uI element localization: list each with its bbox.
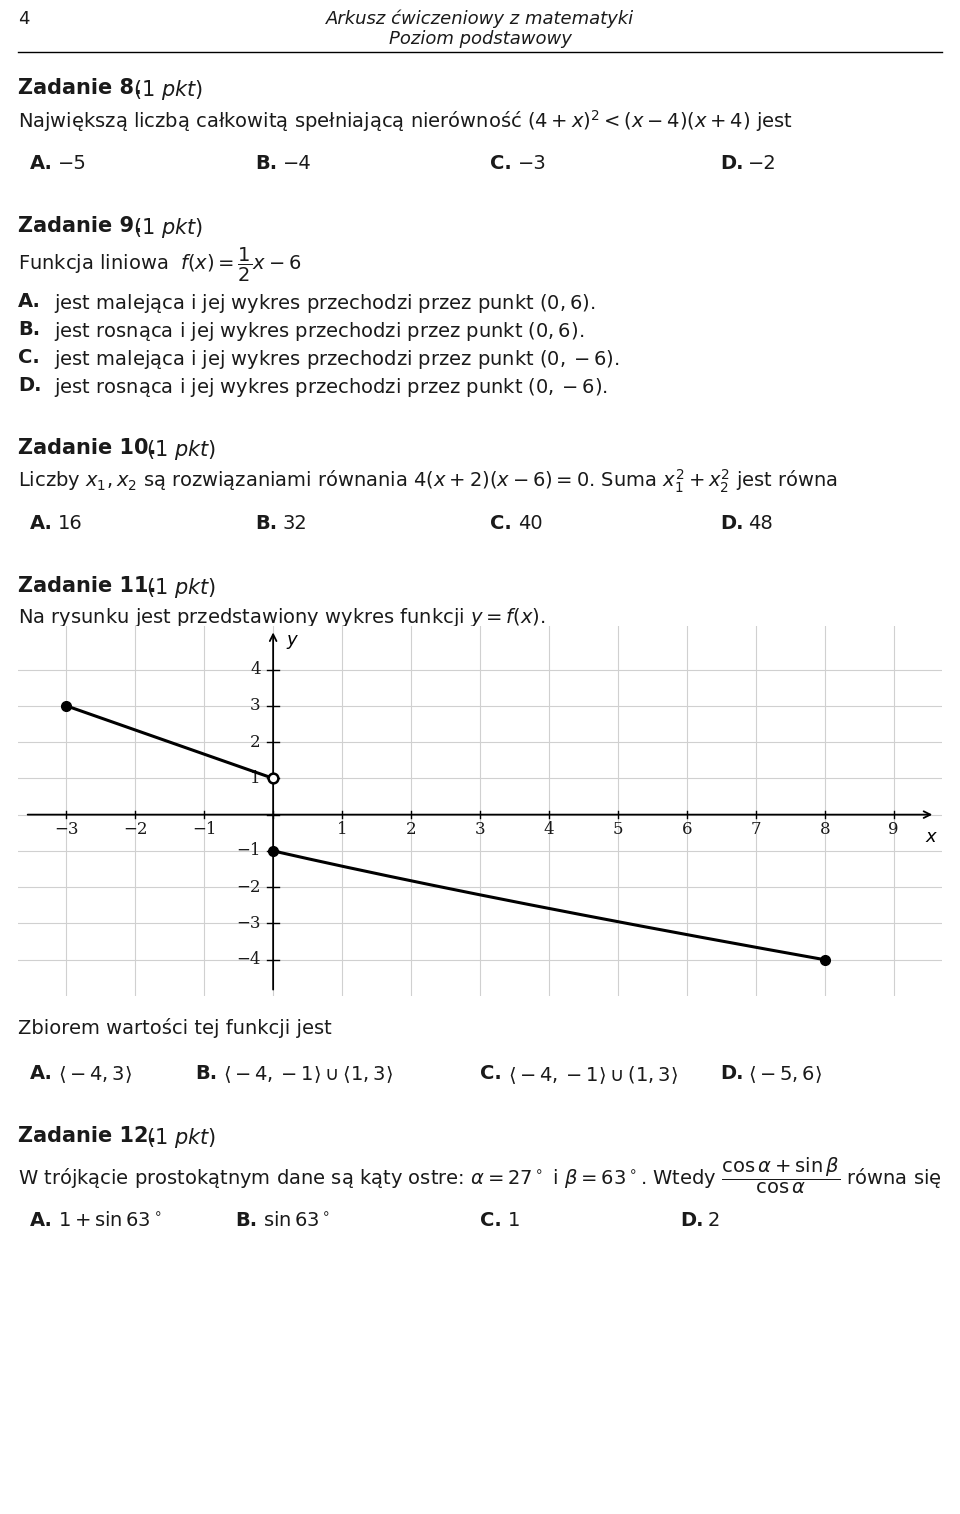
Text: C.: C.: [480, 1064, 502, 1083]
Text: D.: D.: [720, 513, 743, 533]
Text: C.: C.: [490, 513, 512, 533]
Text: Zadanie 8.: Zadanie 8.: [18, 79, 149, 98]
Text: −3: −3: [236, 914, 261, 933]
Text: 4: 4: [251, 662, 261, 678]
Text: Zadanie 12.: Zadanie 12.: [18, 1126, 163, 1146]
Text: −5: −5: [58, 154, 86, 173]
Text: 5: 5: [612, 821, 623, 839]
Text: −4: −4: [236, 951, 261, 969]
Text: A.: A.: [30, 154, 53, 173]
Text: 2: 2: [708, 1211, 720, 1229]
Text: 1: 1: [251, 769, 261, 787]
Text: 2: 2: [406, 821, 417, 839]
Text: −2: −2: [748, 154, 777, 173]
Text: C.: C.: [490, 154, 512, 173]
Text: D.: D.: [18, 375, 41, 395]
Text: B.: B.: [235, 1211, 257, 1229]
Text: $(1\ \mathit{pkt})$: $(1\ \mathit{pkt})$: [146, 575, 216, 600]
Text: 40: 40: [518, 513, 542, 533]
Text: 4: 4: [18, 11, 30, 27]
Text: 3: 3: [251, 698, 261, 715]
Text: 6: 6: [682, 821, 692, 839]
Text: $\langle -4, -1 \rangle \cup \langle 1, 3 \rangle$: $\langle -4, -1 \rangle \cup \langle 1, …: [223, 1064, 393, 1086]
Text: −3: −3: [54, 821, 79, 839]
Text: B.: B.: [255, 513, 277, 533]
Text: −1: −1: [192, 821, 216, 839]
Text: 9: 9: [889, 821, 899, 839]
Text: jest rosnąca i jej wykres przechodzi przez punkt $(0,-6)$.: jest rosnąca i jej wykres przechodzi prz…: [54, 375, 608, 400]
Text: Funkcja liniowa  $f(x) = \dfrac{1}{2}x - 6$: Funkcja liniowa $f(x) = \dfrac{1}{2}x - …: [18, 245, 301, 285]
Text: Zbiorem wartości tej funkcji jest: Zbiorem wartości tej funkcji jest: [18, 1017, 332, 1039]
Text: jest malejąca i jej wykres przechodzi przez punkt $(0,-6)$.: jest malejąca i jej wykres przechodzi pr…: [54, 348, 619, 371]
Text: A.: A.: [30, 513, 53, 533]
Text: 16: 16: [58, 513, 83, 533]
Text: 32: 32: [283, 513, 308, 533]
Text: 1: 1: [508, 1211, 520, 1229]
Text: $1 + \sin 63^\circ$: $1 + \sin 63^\circ$: [58, 1211, 161, 1229]
Text: Na rysunku jest przedstawiony wykres funkcji $y = f(x)$.: Na rysunku jest przedstawiony wykres fun…: [18, 606, 545, 628]
Text: Zadanie 10.: Zadanie 10.: [18, 438, 163, 459]
Text: −4: −4: [283, 154, 312, 173]
Text: C.: C.: [18, 348, 39, 366]
Text: 1: 1: [337, 821, 348, 839]
Text: B.: B.: [18, 319, 40, 339]
Text: Poziom podstawowy: Poziom podstawowy: [389, 30, 571, 48]
Text: A.: A.: [30, 1064, 53, 1083]
Text: $(1\ \mathit{pkt})$: $(1\ \mathit{pkt})$: [133, 79, 204, 101]
Text: B.: B.: [195, 1064, 217, 1083]
Text: D.: D.: [720, 1064, 743, 1083]
Text: 3: 3: [474, 821, 486, 839]
Text: B.: B.: [255, 154, 277, 173]
Text: A.: A.: [18, 292, 41, 310]
Text: 8: 8: [820, 821, 830, 839]
Text: 48: 48: [748, 513, 773, 533]
Text: −2: −2: [123, 821, 148, 839]
Text: −1: −1: [236, 842, 261, 860]
Text: $y$: $y$: [285, 633, 299, 651]
Text: Zadanie 11.: Zadanie 11.: [18, 575, 163, 597]
Text: Największą liczbą całkowitą spełniającą nierówność $(4+x)^2 < (x-4)(x+4)$ jest: Największą liczbą całkowitą spełniającą …: [18, 107, 793, 133]
Text: $(1\ \mathit{pkt})$: $(1\ \mathit{pkt})$: [146, 438, 216, 462]
Text: A.: A.: [30, 1211, 53, 1229]
Text: W trójkącie prostokątnym dane są kąty ostre: $\alpha = 27^\circ$ i $\beta = 63^\: W trójkącie prostokątnym dane są kąty os…: [18, 1157, 942, 1196]
Text: Arkusz ćwiczeniowy z matematyki: Arkusz ćwiczeniowy z matematyki: [326, 11, 634, 29]
Text: jest malejąca i jej wykres przechodzi przez punkt $(0,6)$.: jest malejąca i jej wykres przechodzi pr…: [54, 292, 595, 315]
Text: C.: C.: [480, 1211, 502, 1229]
Text: $x$: $x$: [925, 828, 938, 846]
Text: jest rosnąca i jej wykres przechodzi przez punkt $(0,6)$.: jest rosnąca i jej wykres przechodzi prz…: [54, 319, 584, 344]
Text: 4: 4: [543, 821, 554, 839]
Text: −3: −3: [518, 154, 547, 173]
Text: Liczby $x_1, x_2$ są rozwiązaniami równania $4(x+2)(x-6) = 0$. Suma $x_1^2 + x_2: Liczby $x_1, x_2$ są rozwiązaniami równa…: [18, 468, 838, 495]
Text: Zadanie 9.: Zadanie 9.: [18, 217, 149, 236]
Text: $\langle -5, 6 \rangle$: $\langle -5, 6 \rangle$: [748, 1064, 822, 1086]
Text: 2: 2: [251, 734, 261, 751]
Text: −2: −2: [236, 878, 261, 896]
Text: 7: 7: [751, 821, 761, 839]
Text: D.: D.: [680, 1211, 704, 1229]
Text: $(1\ \mathit{pkt})$: $(1\ \mathit{pkt})$: [146, 1126, 216, 1151]
Text: D.: D.: [720, 154, 743, 173]
Text: $\langle -4, -1 \rangle \cup (1, 3\rangle$: $\langle -4, -1 \rangle \cup (1, 3\rangl…: [508, 1064, 678, 1086]
Text: $\sin 63^\circ$: $\sin 63^\circ$: [263, 1211, 330, 1229]
Text: $\langle -4, 3 \rangle$: $\langle -4, 3 \rangle$: [58, 1064, 132, 1086]
Text: $(1\ \mathit{pkt})$: $(1\ \mathit{pkt})$: [133, 217, 204, 241]
